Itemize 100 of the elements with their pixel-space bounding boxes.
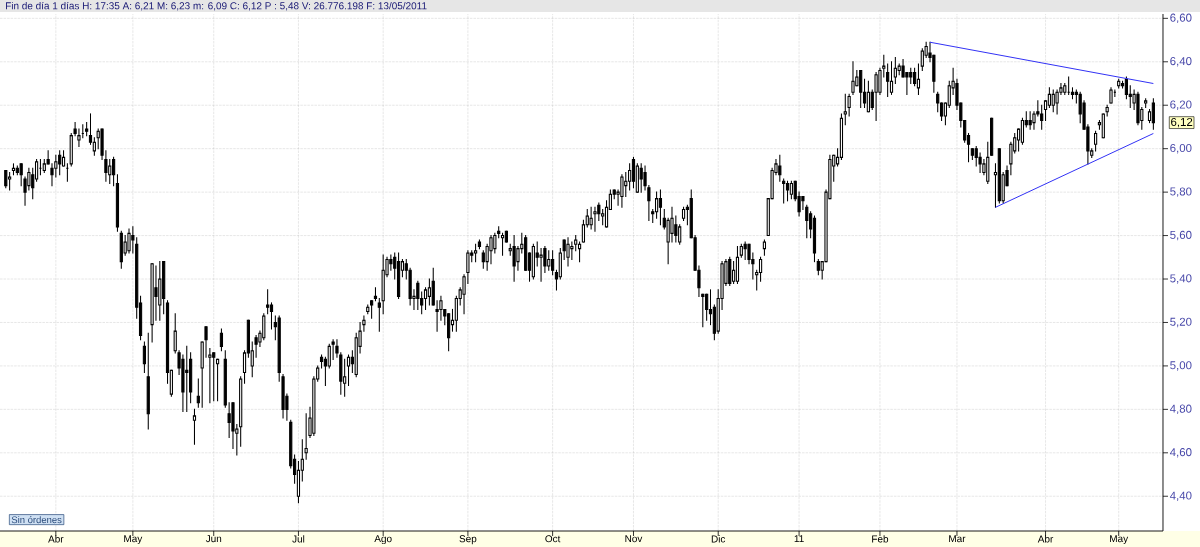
x-tick-label: Abr [1037,535,1054,543]
candlestick [654,191,659,219]
candlestick [381,254,385,315]
candlestick [50,163,54,187]
candlestick [566,237,570,267]
candlestick [77,128,81,148]
y-tick-label: 6,40 [1170,57,1192,67]
x-tick-label: 11 [794,535,804,543]
candlestick [343,358,347,397]
candlestick [162,261,166,315]
candlestick [119,230,123,269]
candlestick [620,174,624,208]
candlestick [481,250,485,269]
x-tick-label: Jul [292,535,305,543]
candlestick [743,241,747,260]
candlestick [705,293,709,321]
candlestick [185,345,189,413]
candlestick [762,239,767,256]
x-tick-label: Ago [374,535,392,545]
candlestick [54,154,58,178]
y-tick-label: 6,00 [1170,143,1192,154]
y-tick-label: 6,60 [1170,13,1192,24]
y-tick-label: 5,20 [1170,317,1192,328]
candlestick [346,354,351,386]
candlestick [732,261,736,284]
candlestick [146,332,150,430]
candlestick [1151,98,1155,130]
candlestick [447,313,451,352]
candlestick [978,152,982,174]
candlestick [423,287,428,310]
candlestick [1020,117,1025,145]
candlestick [154,265,158,321]
candlestick [389,254,393,271]
candlestick [212,352,216,402]
y-tick-label: 5,60 [1170,230,1192,241]
candlestick [678,224,682,245]
candlestick [69,132,73,167]
candlestick [262,313,266,341]
annotation: Sin órdenes [11,516,62,524]
x-tick-label: Nov [625,535,643,543]
candlestick [674,215,678,243]
candlestick [408,267,412,306]
candlestick [658,189,663,226]
x-tick-label: Abr [48,535,64,543]
candlestick [859,69,863,108]
candlestick [847,93,851,117]
candlestick [874,72,878,121]
candlestick [58,150,62,176]
candlestick [1093,130,1098,152]
candlestick [597,202,601,221]
candlestick [477,239,482,250]
candlestick [127,228,131,254]
x-tick-label: Oct [545,535,561,543]
text: 6,12 [1171,117,1193,128]
y-tick-label: 5,40 [1170,274,1192,284]
candlestick [439,295,443,321]
candlestick [878,67,882,95]
candlestick [8,172,12,191]
candlestick [639,163,643,193]
candlestick [778,154,782,182]
candlestick [1047,87,1051,108]
y-tick-label: 4,60 [1169,448,1192,458]
candlestick [728,256,732,287]
candlestick [150,263,154,343]
candlestick [354,332,358,378]
candlestick [327,343,331,369]
candlestick [158,261,162,321]
candlestick [758,256,763,282]
x-tick-label: Jun [205,535,222,543]
candlestick [512,235,516,282]
candlestick [516,245,520,271]
candlestick [747,243,751,265]
candlestick [142,341,147,373]
candlestick [670,206,674,243]
candlestick [932,54,936,93]
candlestick [886,63,890,98]
candlestick [192,408,197,445]
candlestick [735,245,740,284]
candlestick [489,235,493,265]
x-tick-label: May [124,535,143,545]
candlestick [666,217,670,265]
candlestick [1055,89,1059,115]
candlestick [42,159,46,174]
candlestick [539,248,543,282]
candlestick [681,206,686,221]
candlestick [1105,104,1109,117]
candlestick [108,159,112,184]
candlestick [231,402,235,449]
candlestick [593,206,597,232]
candlestick [416,280,420,310]
y-tick-label: 4,40 [1169,491,1192,501]
candlestick [570,241,574,260]
candlestick [843,93,847,126]
candlestick [189,352,193,404]
candlestick [304,413,308,460]
x-tick-label: Dic [711,535,726,543]
x-tick-label: Feb [872,535,889,543]
candlestick [1040,104,1044,130]
candlestick [1032,111,1036,130]
y-tick-label: 5,80 [1170,187,1192,197]
